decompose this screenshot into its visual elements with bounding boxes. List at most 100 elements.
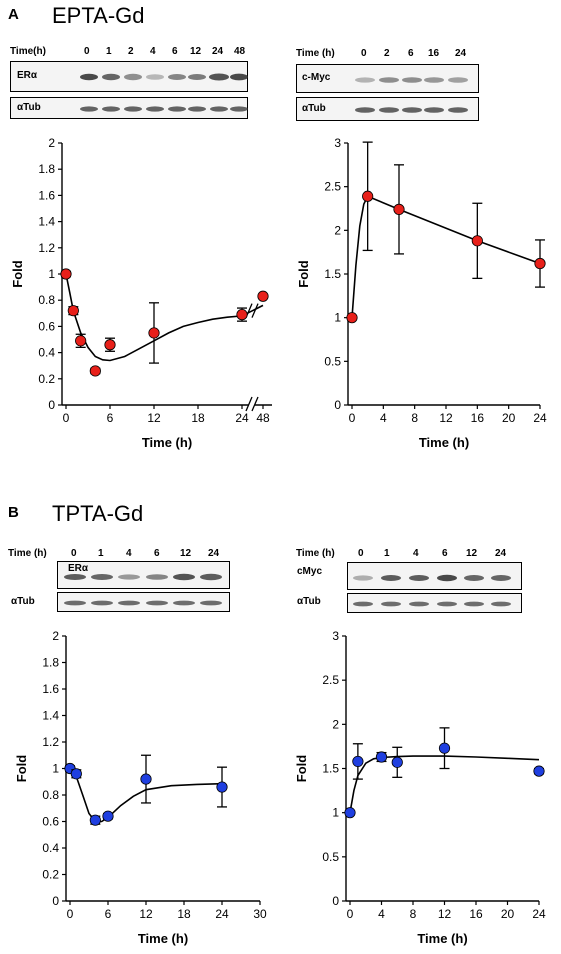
y-tick-label: 1 [332, 806, 339, 820]
y-tick-label: 2 [334, 223, 341, 237]
blot-time: 4 [150, 46, 156, 57]
blot-time: 4 [413, 548, 419, 559]
axis-break-mark [245, 396, 253, 412]
blot-protein-label: ERα [68, 563, 89, 574]
data-point [375, 751, 388, 763]
data-point [148, 327, 160, 339]
y-tick-label: 1.8 [38, 162, 55, 176]
fit-curve [65, 273, 264, 362]
blot-time: 16 [428, 48, 440, 59]
y-tick-label: 2.5 [324, 180, 341, 194]
y-axis-label: Fold [296, 260, 311, 287]
blot-protein-strip [57, 561, 230, 589]
y-tick-label: 1.2 [42, 735, 59, 749]
x-tick-label: 12 [438, 907, 452, 921]
blot-control-label: αTub [11, 596, 35, 607]
y-tick-label: 0.6 [42, 815, 59, 829]
axis-break-gap [249, 397, 255, 413]
blot-time: 1 [98, 548, 104, 559]
blot-time: 24 [495, 548, 507, 559]
blot-time-label: Time (h) [296, 48, 335, 59]
x-axis-label: Time (h) [138, 931, 188, 946]
y-tick-label: 1 [52, 762, 59, 776]
data-point [393, 203, 405, 215]
blot-control-strip [57, 592, 230, 612]
y-tick-label: 1 [48, 267, 55, 281]
blot-time: 24 [208, 548, 220, 559]
y-tick-label: 2 [332, 717, 339, 731]
y-tick-label: 2.5 [322, 673, 339, 687]
blot-control-label: αTub [297, 596, 321, 607]
x-tick-label: 8 [410, 907, 417, 921]
blot-control-label: αTub [302, 103, 326, 114]
blot-time: 0 [84, 46, 90, 57]
blot-bands [64, 573, 222, 581]
blot-time-label: Time(h) [10, 46, 46, 57]
y-tick-label: 0.8 [42, 788, 59, 802]
x-tick-label: 18 [177, 907, 191, 921]
data-point [471, 235, 483, 247]
x-tick-label: 24 [532, 907, 546, 921]
y-tick-label: 0.5 [322, 850, 339, 864]
y-tick-label: 0.5 [324, 354, 341, 368]
blot-time: 0 [361, 48, 367, 59]
blot-control-label: αTub [17, 102, 41, 113]
y-axis-label: Fold [10, 260, 25, 287]
x-tick-label: 4 [378, 907, 385, 921]
data-point [346, 312, 358, 324]
x-axis-label: Time (h) [419, 435, 469, 450]
blot-time-label: Time (h) [8, 548, 47, 559]
blot-bands [353, 574, 511, 582]
y-tick-label: 0 [52, 894, 59, 908]
x-tick-label: 6 [105, 907, 112, 921]
x-tick-label: 20 [502, 411, 516, 425]
blot-bands [355, 107, 468, 113]
data-point [352, 755, 364, 768]
x-tick-label: 24 [533, 411, 547, 425]
data-point [236, 309, 248, 321]
y-tick-label: 0.2 [38, 372, 55, 386]
y-tick-label: 0.2 [42, 868, 59, 882]
y-tick-label: 0 [334, 398, 341, 412]
blot-protein-label: ERα [17, 70, 38, 81]
data-point [362, 190, 374, 202]
x-tick-label: 24 [235, 411, 249, 425]
blot-time: 12 [190, 46, 202, 57]
y-tick-label: 0.4 [38, 346, 55, 360]
data-point [216, 781, 228, 793]
data-point [89, 365, 101, 377]
blot-time: 24 [455, 48, 467, 59]
y-tick-label: 1.5 [322, 762, 339, 776]
x-axis-label: Time (h) [417, 931, 467, 946]
blot-time: 1 [106, 46, 112, 57]
y-tick-label: 0.8 [38, 293, 55, 307]
y-tick-label: 0 [332, 894, 339, 908]
x-tick-label: 12 [139, 907, 153, 921]
y-tick-label: 2 [52, 629, 59, 643]
blot-time: 4 [126, 548, 132, 559]
y-tick-label: 1.5 [324, 267, 341, 281]
blot-time: 0 [71, 548, 77, 559]
blot-time-label: Time (h) [296, 548, 335, 559]
data-point [533, 765, 545, 777]
y-tick-label: 0 [48, 398, 55, 412]
x-tick-label: 12 [147, 411, 161, 425]
y-axis-label: Fold [294, 755, 309, 782]
x-tick-label: 24 [215, 907, 229, 921]
x-tick-label: 0 [67, 907, 74, 921]
x-tick-label: 0 [347, 907, 354, 921]
x-tick-label: 16 [469, 907, 483, 921]
x-tick-label: 20 [501, 907, 515, 921]
blot-time: 1 [384, 548, 390, 559]
blot-protein-label: c-Myc [302, 72, 331, 83]
blot-time: 6 [408, 48, 414, 59]
blot-bands [355, 77, 468, 83]
data-point [70, 768, 82, 780]
y-tick-label: 2 [48, 136, 55, 150]
data-point [60, 268, 72, 280]
blot-protein-strip: c-Myc [296, 64, 479, 93]
